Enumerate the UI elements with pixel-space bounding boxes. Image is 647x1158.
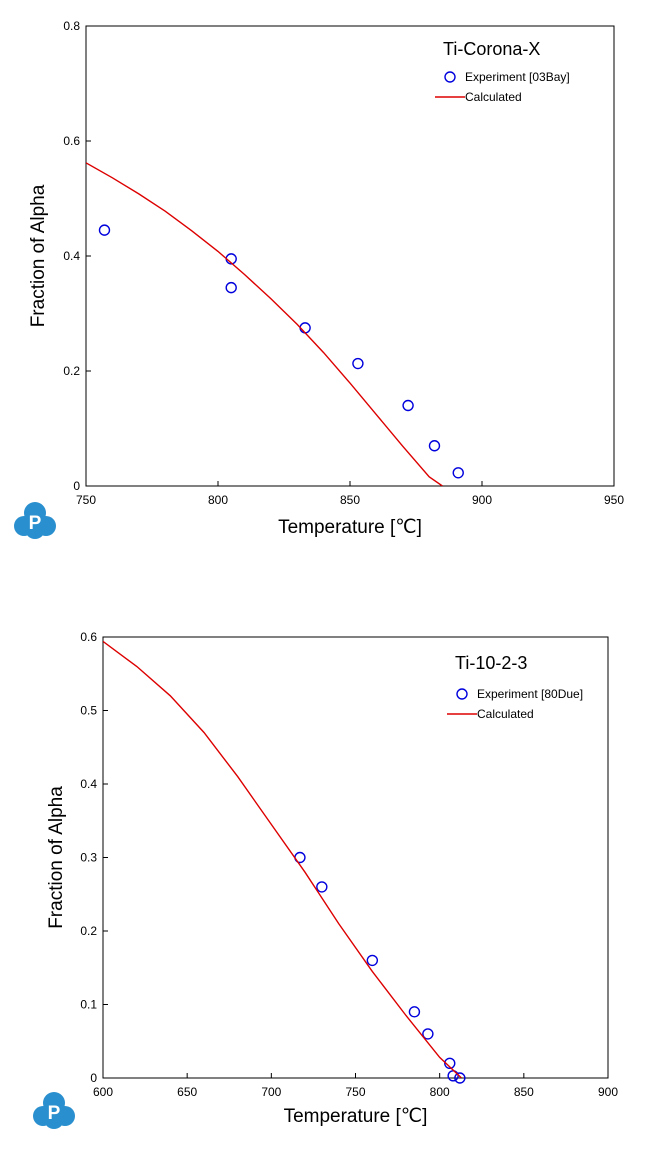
chart0-experiment-point xyxy=(402,399,414,412)
chart1-legend-marker-experiment xyxy=(456,688,468,700)
chart0-y-tick-label: 0.6 xyxy=(63,134,80,148)
chart1-y-tick-label: 0 xyxy=(90,1071,97,1085)
chart0-y-tick-label: 0.2 xyxy=(63,364,80,378)
chart0-x-tick-label: 850 xyxy=(340,493,360,507)
chart0-x-tick-label: 800 xyxy=(208,493,228,507)
chart1-y-tick-label: 0.6 xyxy=(80,630,97,644)
chart1-x-tick-label: 600 xyxy=(93,1085,113,1099)
pandat-logo-icon: P xyxy=(14,502,56,539)
chart1-experiment-point xyxy=(447,1070,459,1082)
chart0-x-tick-label: 900 xyxy=(472,493,492,507)
chart1-x-tick-label: 650 xyxy=(177,1085,197,1099)
chart1-y-axis-title: Fraction of Alpha xyxy=(46,786,67,929)
chart1-legend-label: Calculated xyxy=(477,707,534,721)
chart1-x-tick-label: 800 xyxy=(430,1085,450,1099)
chart0-experiment-point xyxy=(299,322,311,334)
chart1-x-tick-label: 900 xyxy=(598,1085,618,1099)
chart0-legend-marker-experiment xyxy=(444,71,456,83)
chart1-y-tick-label: 0.1 xyxy=(80,998,97,1012)
chart1-x-axis-title: Temperature [℃] xyxy=(284,1106,428,1127)
pandat-logo-icon: P xyxy=(33,1092,75,1129)
chart0-experiment-point xyxy=(98,224,111,236)
chart0-y-axis-title: Fraction of Alpha xyxy=(28,184,49,327)
chart0-x-tick-label: 950 xyxy=(604,493,624,507)
chart1-x-tick-label: 700 xyxy=(261,1085,281,1099)
chart0-experiment-point xyxy=(225,281,237,294)
chart1-experiment-point xyxy=(444,1057,456,1070)
chart1-x-tick-label: 750 xyxy=(345,1085,365,1099)
chart1-y-tick-label: 0.2 xyxy=(80,924,97,938)
chart-ti-corona-x: 750 800 850 900 950 0 0.2 0.4 0.6 0.8 Temperature … xyxy=(28,19,624,538)
chart1-experiment-point xyxy=(366,954,379,967)
logo-letter: P xyxy=(29,513,42,534)
chart1-plot-frame xyxy=(102,636,609,1079)
chart0-calculated-line xyxy=(86,162,443,486)
chart0-chart-title: Ti-Corona-X xyxy=(443,39,540,59)
chart1-legend-label: Experiment [80Due] xyxy=(477,687,583,701)
chart-ti-10-2-3: 600 650 700 750 800 850 900 0 0.1 0.2 0.3 0.4 0.5 0.6… xyxy=(46,630,618,1127)
chart1-experiment-point xyxy=(422,1028,434,1040)
chart0-experiment-point xyxy=(428,440,441,452)
chart0-y-tick-label: 0 xyxy=(73,479,80,493)
chart0-y-tick-label: 0.8 xyxy=(63,19,80,33)
chart0-legend-label: Experiment [03Bay] xyxy=(465,70,570,84)
chart1-y-tick-label: 0.4 xyxy=(80,777,97,791)
chart1-experiment-point xyxy=(454,1072,466,1084)
chart1-x-tick-label: 850 xyxy=(514,1085,534,1099)
chart0-legend-label: Calculated xyxy=(465,90,522,104)
chart1-experiment-point xyxy=(316,881,328,893)
chart0-x-tick-label: 750 xyxy=(76,493,96,507)
chart1-experiment-point xyxy=(408,1006,421,1018)
chart1-y-tick-label: 0.5 xyxy=(80,704,97,718)
chart1-y-tick-label: 0.3 xyxy=(80,851,97,865)
chart1-chart-title: Ti-10-2-3 xyxy=(455,653,527,673)
logo-letter: P xyxy=(48,1103,61,1124)
chart0-experiment-point xyxy=(352,357,364,370)
chart1-calculated-line xyxy=(103,640,462,1078)
chart0-x-axis-title: Temperature [℃] xyxy=(278,517,422,538)
chart0-experiment-point xyxy=(452,467,464,479)
chart0-plot-frame xyxy=(85,25,615,487)
chart0-y-tick-label: 0.4 xyxy=(63,249,80,263)
